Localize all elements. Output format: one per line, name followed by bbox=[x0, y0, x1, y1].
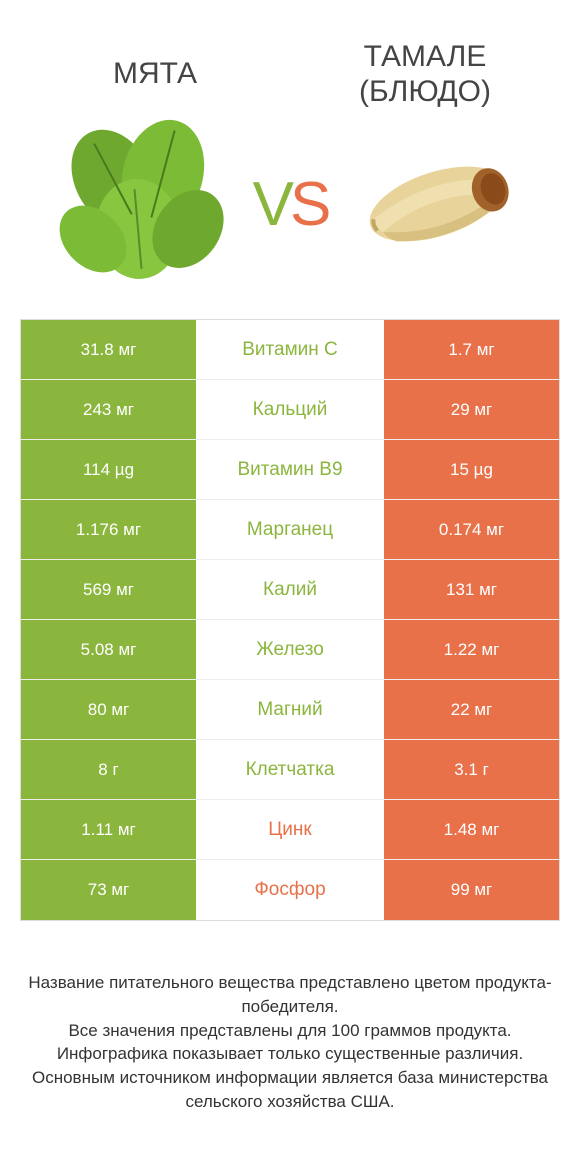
nutrient-label: Магний bbox=[196, 680, 384, 739]
table-row: 31.8 мгВитамин C1.7 мг bbox=[21, 320, 559, 380]
left-value-cell: 569 мг bbox=[21, 560, 196, 619]
left-value-cell: 114 µg bbox=[21, 440, 196, 499]
header: МЯТА ТАМАЛЕ (БЛЮДО) bbox=[0, 0, 580, 119]
table-row: 243 мгКальций29 мг bbox=[21, 380, 559, 440]
footer-notes: Название питательного вещества представл… bbox=[0, 921, 580, 1134]
right-value-cell: 15 µg bbox=[384, 440, 559, 499]
mint-leaves-icon bbox=[53, 119, 233, 289]
right-value-cell: 22 мг bbox=[384, 680, 559, 739]
table-row: 80 мгМагний22 мг bbox=[21, 680, 559, 740]
nutrient-label: Железо bbox=[196, 620, 384, 679]
right-value-cell: 3.1 г bbox=[384, 740, 559, 799]
vs-s: S bbox=[290, 169, 327, 240]
nutrient-label: Марганец bbox=[196, 500, 384, 559]
footer-line-2: Все значения представлены для 100 граммо… bbox=[20, 1019, 560, 1043]
right-value-cell: 29 мг bbox=[384, 380, 559, 439]
right-value-cell: 1.22 мг bbox=[384, 620, 559, 679]
footer-line-1: Название питательного вещества представл… bbox=[20, 971, 560, 1019]
right-food-title: ТАМАЛЕ (БЛЮДО) bbox=[305, 40, 545, 109]
left-food-title: МЯТА bbox=[35, 57, 275, 92]
nutrient-label: Витамин B9 bbox=[196, 440, 384, 499]
table-row: 1.11 мгЦинк1.48 мг bbox=[21, 800, 559, 860]
nutrient-label: Кальций bbox=[196, 380, 384, 439]
nutrient-label: Цинк bbox=[196, 800, 384, 859]
table-row: 114 µgВитамин B915 µg bbox=[21, 440, 559, 500]
table-row: 73 мгФосфор99 мг bbox=[21, 860, 559, 920]
tamale-wrapped-icon bbox=[347, 129, 527, 279]
right-value-cell: 1.7 мг bbox=[384, 320, 559, 379]
left-value-cell: 80 мг bbox=[21, 680, 196, 739]
left-value-cell: 243 мг bbox=[21, 380, 196, 439]
comparison-table: 31.8 мгВитамин C1.7 мг243 мгКальций29 мг… bbox=[20, 319, 560, 921]
left-value-cell: 31.8 мг bbox=[21, 320, 196, 379]
images-row: VS bbox=[0, 119, 580, 319]
tamale-image bbox=[347, 119, 527, 289]
left-value-cell: 5.08 мг bbox=[21, 620, 196, 679]
footer-line-4: Основным источником информации является … bbox=[20, 1066, 560, 1114]
left-value-cell: 73 мг bbox=[21, 860, 196, 920]
vs-label: VS bbox=[253, 169, 328, 240]
right-value-cell: 0.174 мг bbox=[384, 500, 559, 559]
right-value-cell: 1.48 мг bbox=[384, 800, 559, 859]
right-value-cell: 99 мг bbox=[384, 860, 559, 920]
footer-line-3: Инфографика показывает только существенн… bbox=[20, 1042, 560, 1066]
nutrient-label: Фосфор bbox=[196, 860, 384, 920]
table-row: 1.176 мгМарганец0.174 мг bbox=[21, 500, 559, 560]
nutrient-label: Клетчатка bbox=[196, 740, 384, 799]
table-row: 5.08 мгЖелезо1.22 мг bbox=[21, 620, 559, 680]
table-row: 569 мгКалий131 мг bbox=[21, 560, 559, 620]
nutrient-label: Витамин C bbox=[196, 320, 384, 379]
vs-v: V bbox=[253, 169, 290, 240]
left-value-cell: 1.176 мг bbox=[21, 500, 196, 559]
mint-image bbox=[53, 119, 233, 289]
left-value-cell: 8 г bbox=[21, 740, 196, 799]
right-value-cell: 131 мг bbox=[384, 560, 559, 619]
left-value-cell: 1.11 мг bbox=[21, 800, 196, 859]
table-row: 8 гКлетчатка3.1 г bbox=[21, 740, 559, 800]
nutrient-label: Калий bbox=[196, 560, 384, 619]
